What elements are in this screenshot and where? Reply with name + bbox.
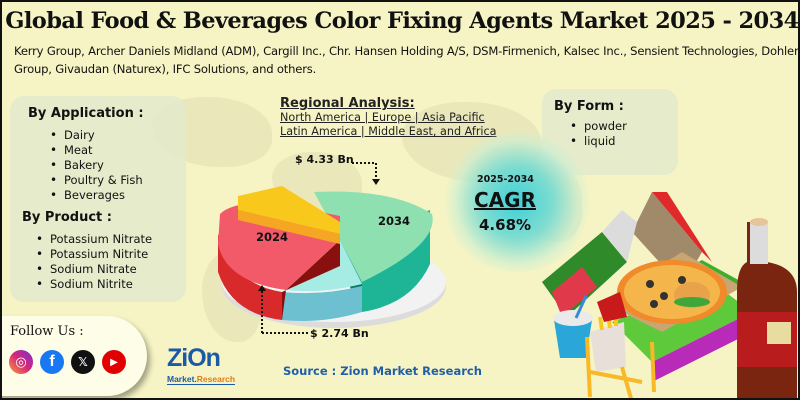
dotted-arrow-icon xyxy=(352,162,380,185)
form-list: powder liquid xyxy=(568,119,678,149)
page-title: Global Food & Beverages Color Fixing Age… xyxy=(5,8,799,34)
youtube-glyph: ▶ xyxy=(110,356,118,368)
list-item: Sodium Nitrite xyxy=(34,277,186,292)
logo-sub-market: Market. xyxy=(167,374,197,384)
facebook-icon[interactable]: f xyxy=(40,350,64,374)
facebook-glyph: f xyxy=(49,353,55,370)
dotted-arrow-icon xyxy=(258,285,308,334)
list-item: Bakery xyxy=(48,158,186,173)
list-item: Sodium Nitrate xyxy=(34,262,186,277)
logo-sub-research: Research xyxy=(196,374,236,384)
zion-logo: ZiOn Market.Research xyxy=(167,344,252,386)
regional-line-1: North America | Europe | Asia Pacific xyxy=(280,111,485,124)
instagram-icon[interactable]: ◎ xyxy=(9,350,33,374)
list-item: Dairy xyxy=(48,128,186,143)
market-value-2024: $ 2.74 Bn xyxy=(310,327,369,340)
instagram-glyph: ◎ xyxy=(15,354,27,370)
follow-us-label: Follow Us : xyxy=(10,324,84,339)
pie-label-2024: 2024 xyxy=(256,230,289,244)
segments-panel: By Application : Dairy Meat Bakery Poult… xyxy=(10,96,186,302)
cagr-label: CAGR xyxy=(474,188,536,212)
youtube-icon[interactable]: ▶ xyxy=(102,350,126,374)
list-item: liquid xyxy=(568,134,678,149)
x-glyph: 𝕏 xyxy=(78,355,88,369)
product-heading: By Product : xyxy=(22,210,112,225)
list-item: Poultry & Fish xyxy=(48,173,186,188)
form-heading: By Form : xyxy=(554,99,624,114)
cagr-years: 2025-2034 xyxy=(477,174,534,185)
regional-title: Regional Analysis: xyxy=(280,96,415,111)
key-companies: Kerry Group, Archer Daniels Midland (ADM… xyxy=(14,44,799,76)
logo-subtitle: Market.Research xyxy=(167,374,236,385)
regional-line-2: Latin America | Middle East, and Africa xyxy=(280,125,497,138)
pie-label-2034: 2034 xyxy=(378,214,411,228)
list-item: Meat xyxy=(48,143,186,158)
logo-wordmark: ZiOn xyxy=(167,344,221,372)
list-item: Beverages xyxy=(48,188,186,203)
cagr-glow xyxy=(442,132,592,272)
list-item: Potassium Nitrite xyxy=(34,247,186,262)
application-list: Dairy Meat Bakery Poultry & Fish Beverag… xyxy=(48,128,186,203)
source-credit: Source : Zion Market Research xyxy=(283,364,482,378)
cagr-value: 4.68% xyxy=(479,216,532,234)
food-illustration xyxy=(542,192,797,398)
list-item: Potassium Nitrate xyxy=(34,232,186,247)
list-item: powder xyxy=(568,119,678,134)
form-panel: By Form : powder liquid xyxy=(542,89,678,175)
market-value-2034: $ 4.33 Bn xyxy=(295,153,354,166)
application-heading: By Application : xyxy=(28,106,144,121)
product-list: Potassium Nitrate Potassium Nitrite Sodi… xyxy=(34,232,186,292)
regional-analysis: Regional Analysis: North America | Europ… xyxy=(280,96,497,139)
x-twitter-icon[interactable]: 𝕏 xyxy=(71,350,95,374)
market-pie-chart xyxy=(218,186,446,328)
